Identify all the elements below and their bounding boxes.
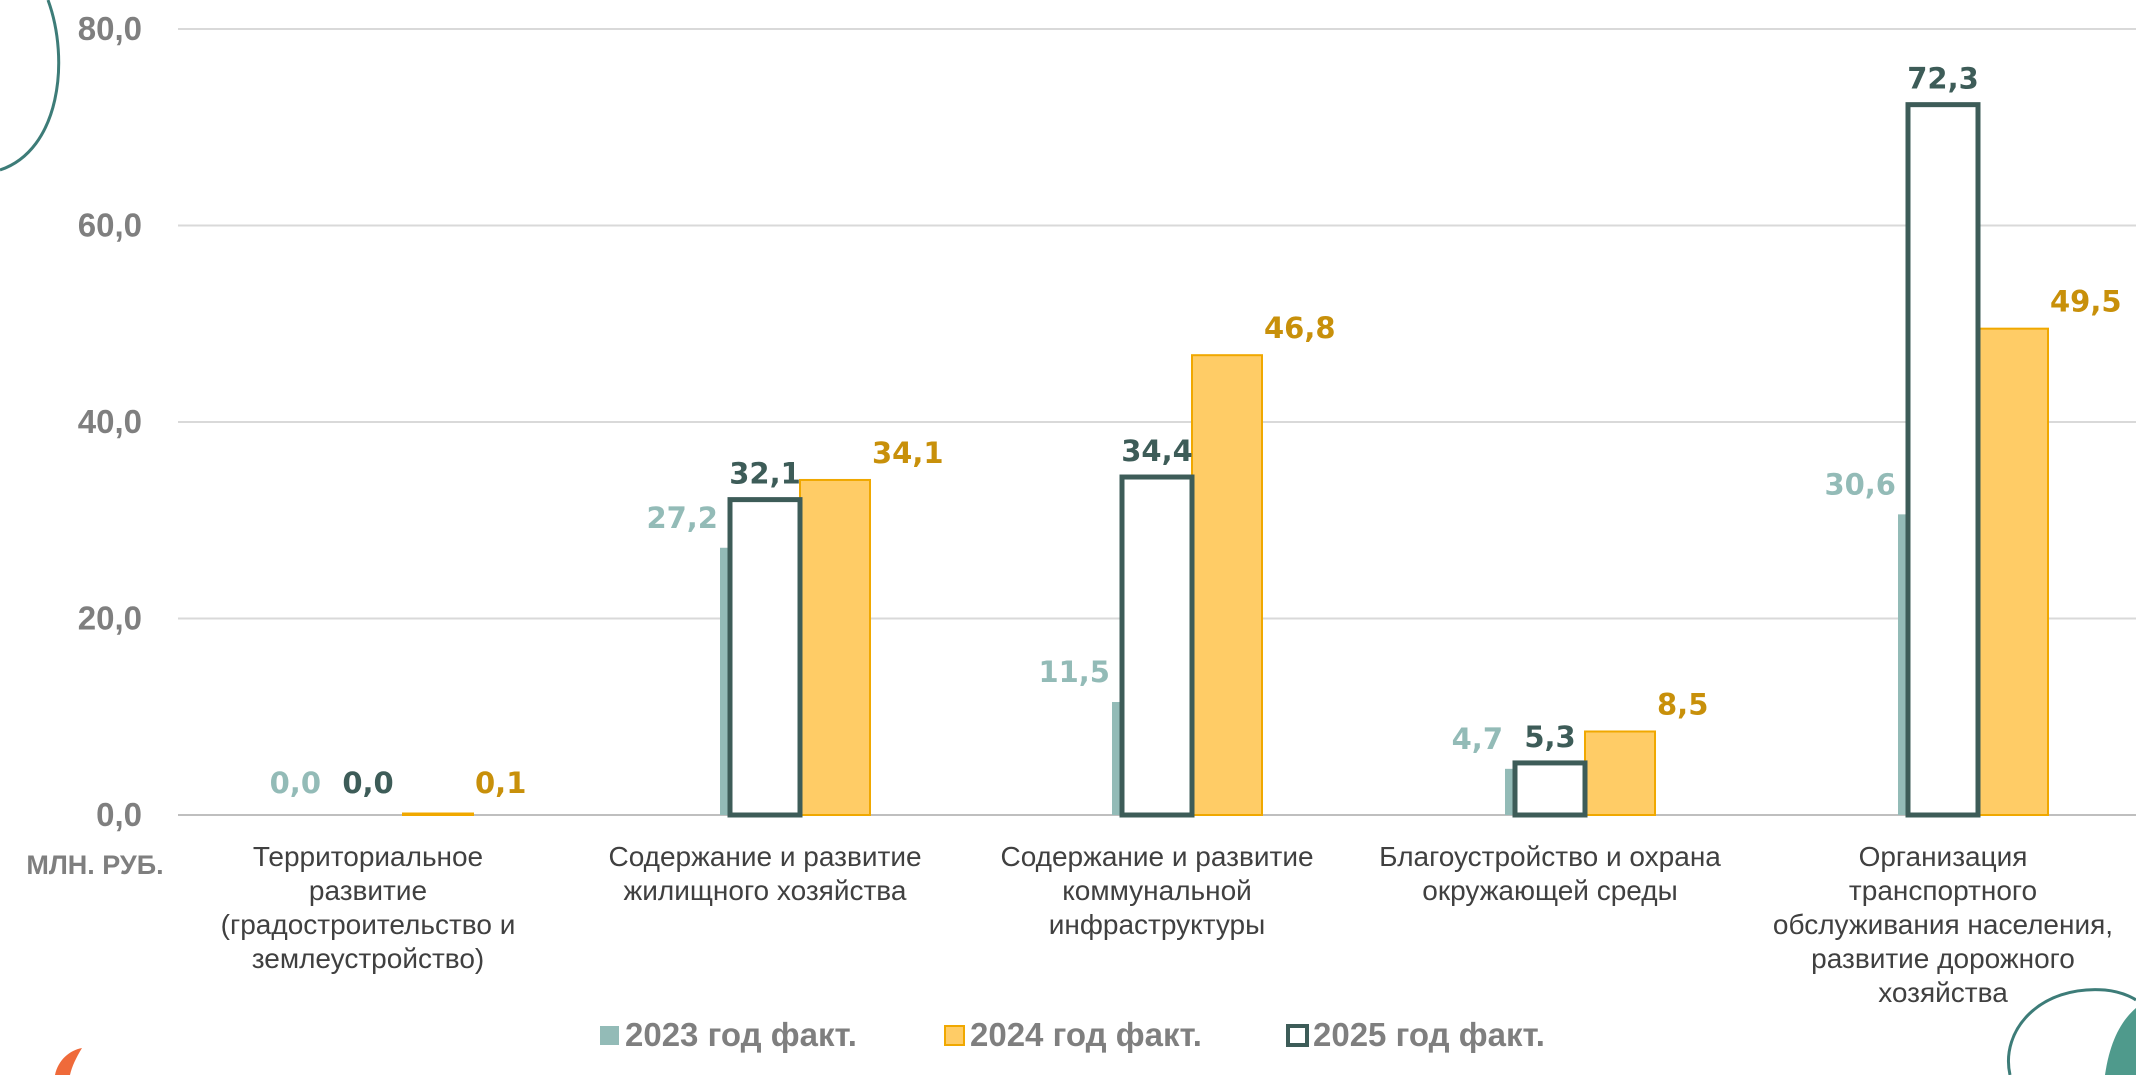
legend-swatch [944, 1025, 965, 1046]
category-label: Благоустройство и охрана [1379, 841, 1721, 872]
decorative-leaf-bottom-left [55, 1048, 82, 1075]
category-label: Содержание и развитие [608, 841, 921, 872]
y-tick-label: 20,0 [78, 600, 142, 637]
bar-2025-1 [727, 497, 803, 818]
category-label: окружающей среды [1422, 875, 1677, 906]
y-axis-ticks: 0,0 20,0 40,0 60,0 80,0 [78, 10, 142, 833]
category-label: коммунальной [1062, 875, 1252, 906]
bar-2025-4 [1905, 102, 1981, 818]
bar-2024-3 [1584, 730, 1656, 816]
y-tick-label: 0,0 [96, 796, 142, 833]
bar-2024-0 [402, 812, 474, 816]
bar-2024-4 [1977, 327, 2049, 816]
data-label: 30,6 [1824, 467, 1896, 501]
data-label: 27,2 [646, 501, 718, 535]
legend-swatch [1286, 1024, 1309, 1047]
unit-label: МЛН. РУБ. [26, 850, 163, 880]
category-label: развитие дорожного [1811, 943, 2075, 974]
data-label: 0,0 [342, 766, 393, 800]
legend-entry: 2023 год факт. [625, 1016, 857, 1053]
category-label: транспортного [1849, 875, 2037, 906]
category-label: обслуживания населения, [1773, 909, 2113, 940]
category-labels: Территориальноеразвитие(градостроительст… [221, 841, 2113, 1008]
decorative-leaf-bottom-right [2105, 1008, 2136, 1075]
data-label: 5,3 [1524, 720, 1575, 754]
category-label: жилищного хозяйства [624, 875, 907, 906]
legend-swatch [600, 1026, 619, 1045]
y-tick-label: 60,0 [78, 207, 142, 244]
data-label: 32,1 [729, 457, 801, 491]
category-label: хозяйства [1878, 977, 2008, 1008]
bar-2024-2 [1191, 354, 1263, 816]
data-label: 34,1 [872, 436, 944, 470]
y-tick-label: 80,0 [78, 10, 142, 47]
legend-entry: 2025 год факт. [1313, 1016, 1545, 1053]
category-label: Территориальное [253, 841, 483, 872]
legend: 2023 год факт. 2024 год факт. 2025 год фак… [600, 1016, 1545, 1053]
bars [402, 102, 2049, 818]
category-label: Организация [1859, 841, 2028, 872]
data-label: 4,7 [1452, 722, 1503, 756]
bar-2025-2 [1119, 474, 1195, 818]
data-label: 49,5 [2050, 285, 2122, 319]
data-label: 0,1 [475, 766, 526, 800]
data-label: 8,5 [1657, 687, 1708, 721]
bar-2024-1 [799, 478, 871, 816]
category-label: Содержание и развитие [1000, 841, 1313, 872]
data-label: 34,4 [1121, 434, 1193, 468]
y-tick-label: 40,0 [78, 403, 142, 440]
category-label: землеустройство) [252, 943, 485, 974]
legend-entry: 2024 год факт. [970, 1016, 1202, 1053]
category-label: (градостроительство и [221, 909, 516, 940]
data-label: 0,0 [270, 766, 321, 800]
bar-2025-3 [1512, 760, 1588, 818]
data-label: 11,5 [1038, 655, 1110, 689]
category-label: развитие [309, 875, 427, 906]
data-labels: 0,0 27,2 11,5 4,7 30,6 0,1 34,1 46,8 8,5 49,5 0,0 3… [270, 62, 2122, 800]
decorative-curve-bottom-right [2007, 988, 2136, 1075]
data-label: 46,8 [1264, 311, 1336, 345]
category-label: инфраструктуры [1049, 909, 1265, 940]
data-label: 72,3 [1907, 62, 1979, 96]
decorative-curve-top-left [0, 0, 61, 172]
